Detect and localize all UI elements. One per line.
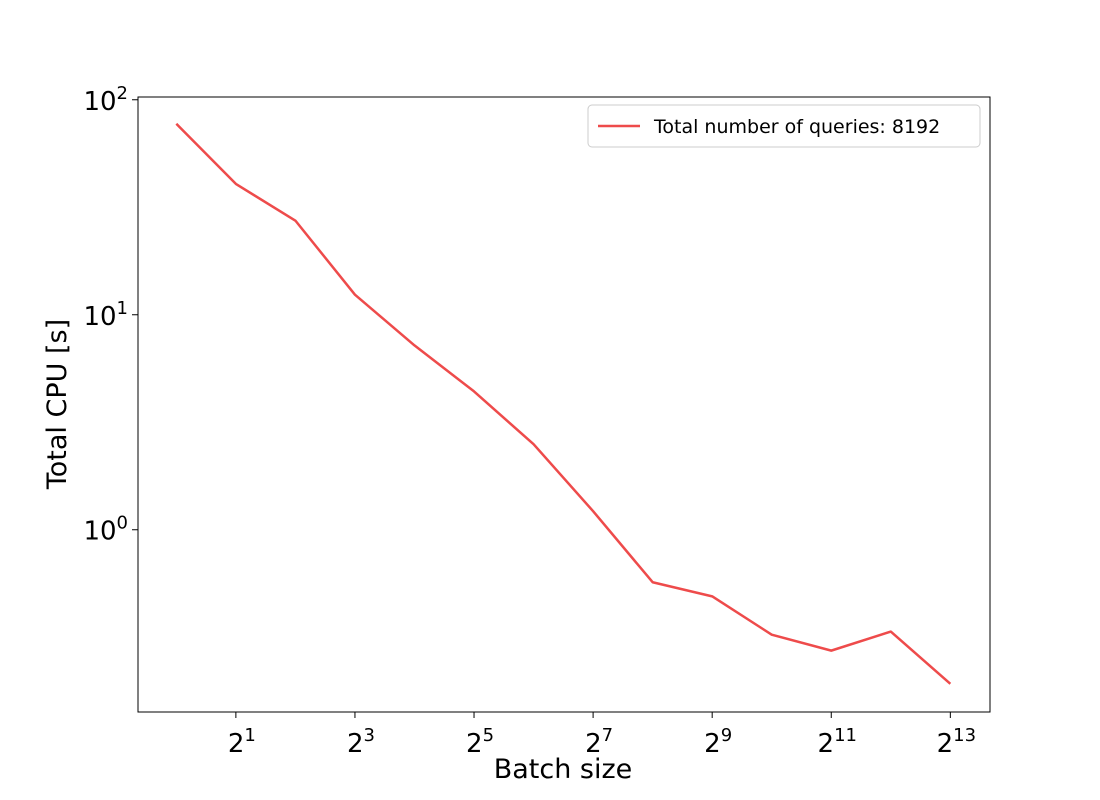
x-axis-label: Batch size (494, 754, 633, 785)
tick-label-exponent: 0 (117, 513, 128, 534)
y-axis-label: Total CPU [s] (42, 319, 73, 490)
tick-label-exponent: 11 (834, 725, 857, 746)
tick-label-exponent: 3 (363, 725, 374, 746)
series-line (175, 122, 952, 685)
tick-label: 100 (83, 513, 128, 547)
tick-label: 101 (83, 298, 128, 332)
tick-label: 25 (466, 725, 494, 759)
tick-label: 23 (347, 725, 375, 759)
tick-label-base: 10 (83, 87, 116, 117)
tick-label-exponent: 1 (117, 298, 128, 319)
tick-label-base: 2 (347, 729, 364, 759)
tick-label-base: 2 (466, 729, 483, 759)
tick-label: 21 (228, 725, 256, 759)
tick-label-base: 2 (228, 729, 245, 759)
tick-label: 102 (83, 83, 128, 117)
tick-label: 27 (585, 725, 613, 759)
tick-label-base: 2 (937, 729, 954, 759)
legend-label: Total number of queries: 8192 (653, 116, 940, 138)
tick-label: 211 (818, 725, 857, 759)
tick-label: 29 (704, 725, 732, 759)
plot-frame (137, 96, 991, 713)
tick-label-exponent: 5 (483, 725, 494, 746)
tick-label: 213 (937, 725, 976, 759)
tick-label-base: 2 (704, 729, 721, 759)
tick-label-exponent: 13 (953, 725, 976, 746)
tick-label-base: 2 (585, 729, 602, 759)
tick-label-base: 2 (818, 729, 835, 759)
tick-label-exponent: 7 (602, 725, 613, 746)
tick-label-base: 10 (83, 302, 116, 332)
tick-label-base: 10 (83, 517, 116, 547)
tick-label-exponent: 1 (244, 725, 255, 746)
tick-label-exponent: 9 (721, 725, 732, 746)
legend-box (587, 104, 981, 148)
tick-label-exponent: 2 (117, 83, 128, 104)
